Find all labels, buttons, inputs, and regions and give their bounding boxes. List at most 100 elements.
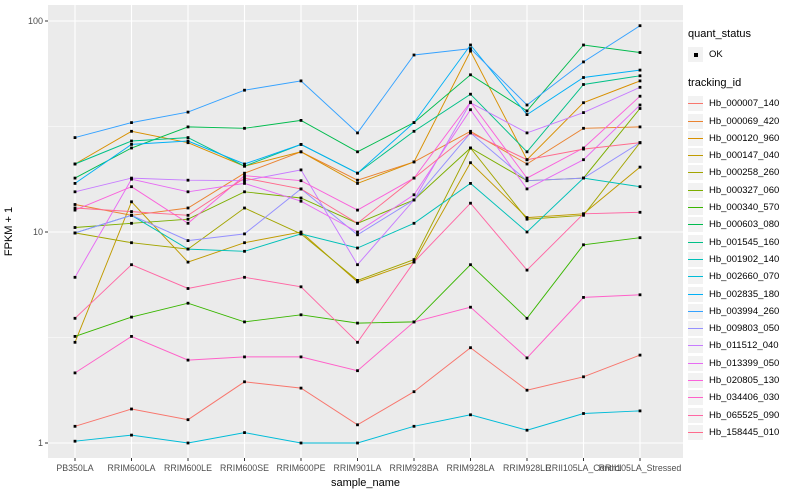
series-color-line-icon — [688, 414, 703, 416]
data-point — [638, 68, 642, 72]
data-point — [638, 107, 642, 110]
data-point — [582, 296, 585, 299]
data-point — [243, 171, 246, 175]
y-tick-label: 1 — [38, 438, 43, 448]
data-point — [73, 335, 77, 338]
legend-item-label: Hb_011512_040 — [709, 340, 779, 352]
data-point — [243, 176, 246, 180]
data-point — [582, 213, 585, 217]
data-point — [356, 423, 359, 427]
data-point — [525, 216, 529, 219]
data-point — [638, 85, 642, 89]
data-point — [412, 424, 416, 428]
data-point — [412, 390, 416, 394]
data-point — [412, 198, 416, 202]
x-tick-label: RRIM928BA — [390, 463, 439, 473]
data-point — [130, 177, 133, 181]
data-point — [186, 206, 190, 210]
data-point — [356, 230, 359, 234]
data-point — [525, 150, 529, 154]
legend-item-label: Hb_000147_040 — [709, 150, 780, 162]
series-color-line-icon — [688, 310, 703, 312]
x-tick-label: RRIM600PE — [277, 463, 326, 473]
data-point — [582, 412, 585, 415]
series-points-Hb_003994_260 — [73, 24, 642, 139]
data-point — [356, 369, 359, 373]
legend-item-Hb_011512_040: Hb_011512_040 — [688, 338, 800, 354]
data-point — [130, 407, 133, 411]
data-point — [469, 346, 472, 350]
legend-key-swatch — [688, 390, 703, 406]
data-point — [130, 129, 133, 133]
data-point — [299, 285, 303, 289]
legend-item-Hb_000120_960: Hb_000120_960 — [688, 130, 800, 146]
legend-key-swatch — [688, 217, 703, 233]
data-point — [186, 110, 190, 114]
series-color-line-icon — [688, 120, 703, 122]
data-point — [299, 187, 303, 191]
legend-key-swatch — [688, 407, 703, 423]
data-point — [412, 53, 416, 57]
legend-item-label: Hb_000069_420 — [709, 115, 780, 127]
data-point — [186, 221, 190, 225]
data-point — [73, 439, 77, 443]
y-tick-label: 100 — [28, 16, 43, 26]
legend-key-swatch — [688, 355, 703, 371]
legend-item-label: Hb_034406_030 — [709, 392, 780, 404]
data-point — [638, 293, 642, 297]
data-point — [356, 131, 359, 135]
data-point — [412, 260, 416, 264]
data-point — [130, 213, 133, 217]
data-point — [243, 275, 246, 279]
data-point — [130, 335, 133, 338]
data-point — [186, 418, 190, 422]
legend-item-label: OK — [709, 49, 723, 60]
data-point — [582, 375, 585, 379]
data-point — [299, 441, 303, 445]
data-point — [638, 165, 642, 169]
legend-key-swatch — [688, 321, 703, 337]
data-point — [356, 280, 359, 284]
data-point — [412, 221, 416, 225]
data-point — [525, 187, 529, 191]
data-point — [582, 212, 585, 216]
data-point — [638, 210, 642, 214]
legend-item-label: Hb_000007_140 — [709, 98, 780, 110]
data-point — [243, 431, 246, 434]
data-point — [356, 279, 359, 282]
data-point — [186, 217, 190, 221]
data-point — [356, 321, 359, 325]
data-point — [73, 203, 77, 206]
data-point — [582, 147, 585, 151]
data-point — [469, 305, 472, 309]
data-point — [356, 178, 359, 182]
legend-key-swatch — [688, 96, 703, 112]
legend-item-Hb_034406_030: Hb_034406_030 — [688, 390, 800, 406]
series-color-line-icon — [688, 189, 703, 191]
series-color-line-icon — [688, 172, 703, 174]
data-point — [73, 424, 77, 428]
data-point — [356, 233, 359, 237]
legend-title-tracking-id: tracking_id — [688, 77, 742, 90]
data-point — [638, 125, 642, 129]
series-color-line-icon — [688, 137, 703, 139]
series-color-line-icon — [688, 431, 703, 433]
data-point — [186, 178, 190, 182]
x-tick-label: RRIM901LA — [334, 463, 382, 473]
data-point — [412, 121, 416, 124]
legend-item-Hb_000340_570: Hb_000340_570 — [688, 200, 800, 216]
data-point — [243, 249, 246, 253]
data-point — [73, 226, 77, 229]
data-point — [356, 263, 359, 267]
data-point — [525, 131, 529, 135]
legend-item-Hb_158445_010: Hb_158445_010 — [688, 424, 800, 440]
data-point — [525, 388, 529, 392]
legend-key-ok — [688, 47, 703, 62]
data-point — [582, 43, 585, 47]
data-point — [525, 109, 529, 113]
legend-title-quant-status: quant_status — [688, 28, 751, 40]
series-points-Hb_013399_050 — [73, 103, 642, 279]
data-point — [638, 185, 642, 189]
legend-item-Hb_002660_070: Hb_002660_070 — [688, 269, 800, 285]
data-point — [186, 358, 190, 362]
